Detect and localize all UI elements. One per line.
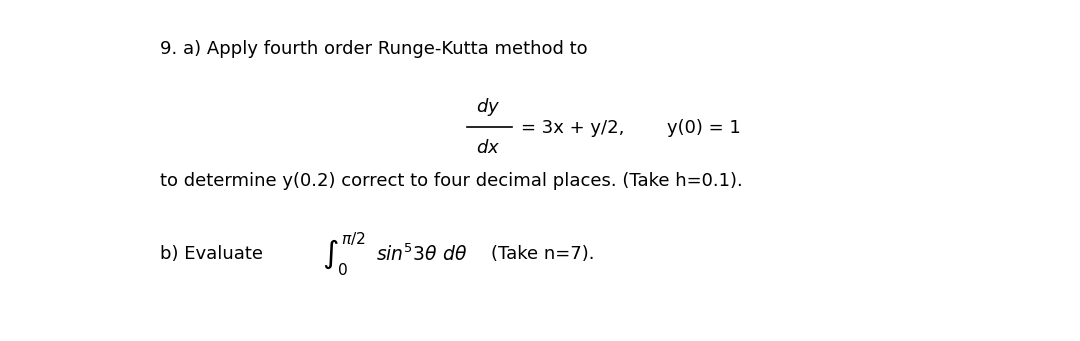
Text: b) Evaluate: b) Evaluate xyxy=(160,245,262,263)
Text: to determine y(0.2) correct to four decimal places. (Take h=0.1).: to determine y(0.2) correct to four deci… xyxy=(160,172,743,190)
Text: $dy$: $dy$ xyxy=(476,97,500,118)
Text: $dx$: $dx$ xyxy=(476,139,500,157)
Text: $\int_0^{\pi/2}$: $\int_0^{\pi/2}$ xyxy=(322,230,365,278)
Text: y(0) = 1: y(0) = 1 xyxy=(667,119,741,137)
Text: $sin^5 3\theta\ d\theta$: $sin^5 3\theta\ d\theta$ xyxy=(376,243,467,265)
Text: (Take n=7).: (Take n=7). xyxy=(491,245,595,263)
Text: 9. a) Apply fourth order Runge-Kutta method to: 9. a) Apply fourth order Runge-Kutta met… xyxy=(160,41,588,58)
Text: = 3x + y/2,: = 3x + y/2, xyxy=(521,119,624,137)
